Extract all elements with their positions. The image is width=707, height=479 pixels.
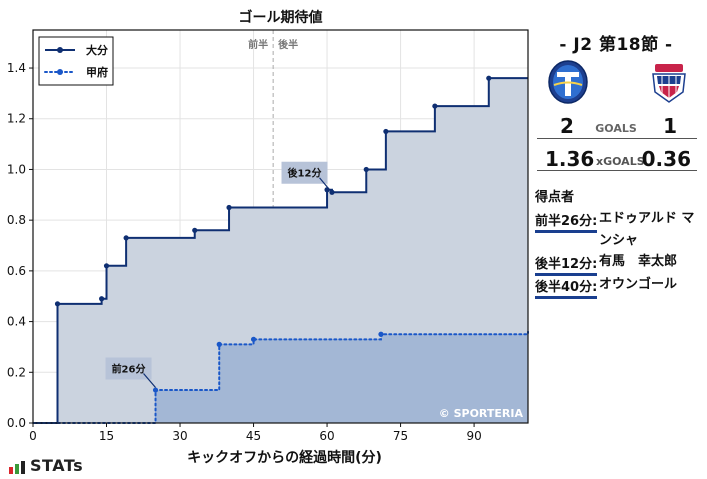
y-tick-label: 0.0 [7, 416, 26, 430]
series-point [363, 166, 369, 173]
series-point [54, 301, 61, 307]
scorer-player: 有馬 幸太郎 [599, 254, 678, 269]
scorer-time: 前半26分: [535, 210, 598, 233]
kofu-emblem-icon [652, 64, 686, 103]
legend-marker-0 [57, 47, 63, 53]
y-tick-label: 1.4 [7, 61, 26, 75]
plot-frame [32, 29, 529, 424]
y-tick-label: 1.0 [7, 162, 26, 176]
series-point [432, 103, 438, 109]
divider [537, 138, 697, 139]
x-axis-label: キックオフからの経過時間(分) [187, 449, 382, 466]
second-half-label: 後半 [278, 38, 298, 51]
y-tick-label: 0.6 [7, 264, 26, 278]
stats-logo-text: STATs [30, 456, 84, 475]
x-tick-label: 15 [99, 429, 114, 443]
y-tick-label: 1.2 [7, 112, 26, 126]
home-xg: 1.36 [545, 147, 595, 171]
away-goals: 1 [663, 114, 677, 138]
annotation-pointer [143, 373, 156, 388]
series-line-1 [32, 330, 529, 424]
watermark: © SPORTERIA [439, 407, 524, 420]
series-point [192, 227, 198, 233]
first-half-label: 前半 [248, 38, 268, 51]
legend-marker-1 [57, 69, 63, 75]
series-area-1 [33, 331, 528, 423]
scorer-player: エドゥアルド マンシャ [599, 211, 695, 248]
goals-label: GOALS [595, 122, 637, 135]
y-tick-label: 0.8 [7, 213, 26, 227]
home-goals: 2 [560, 114, 574, 138]
scorer-time: 後半12分: [535, 253, 598, 276]
annotation-label: 前26分 [112, 363, 146, 376]
x-tick-label: 0 [29, 429, 37, 443]
x-tick-label: 30 [172, 429, 187, 443]
scorers-title: 得点者 [535, 190, 575, 205]
annotation-pointer [319, 177, 330, 191]
x-tick-label: 90 [466, 429, 481, 443]
annotation-box [281, 161, 328, 184]
legend-label-1: 甲府 [86, 65, 108, 79]
match-title: - J2 第18節 - [559, 35, 673, 55]
series-point [99, 296, 105, 302]
x-tick-label: 75 [393, 429, 408, 443]
series-point [486, 75, 492, 81]
series-point [226, 204, 232, 211]
scorer-player: オウンゴール [599, 277, 678, 292]
annotation-label: 後12分 [288, 167, 322, 180]
series-point [329, 189, 335, 195]
away-xg: 0.36 [641, 147, 691, 171]
divider [537, 170, 697, 171]
series-point [216, 341, 222, 347]
series-point [383, 128, 389, 135]
y-tick-label: 0.2 [7, 365, 26, 379]
scorer-time: 後半40分: [535, 276, 598, 299]
legend-label-0: 大分 [86, 43, 108, 57]
series-point [103, 263, 110, 269]
legend-box [38, 36, 114, 86]
xg-row: 1.36 xGOALS 0.36 [533, 147, 699, 173]
stats-logo-icon [9, 461, 25, 474]
annotation-box [105, 357, 152, 380]
x-tick-label: 45 [246, 429, 261, 443]
x-tick-label: 60 [319, 429, 334, 443]
y-tick-label: 0.4 [7, 315, 26, 329]
series-point [378, 331, 384, 337]
series-point [250, 336, 257, 342]
chart-title: ゴール期待値 [239, 9, 323, 26]
xg-label: xGOALS [596, 155, 645, 168]
goals-row: 2 GOALS 1 [533, 114, 699, 140]
oita-emblem-icon [548, 60, 588, 104]
series-point [152, 387, 159, 393]
series-point [123, 235, 129, 241]
